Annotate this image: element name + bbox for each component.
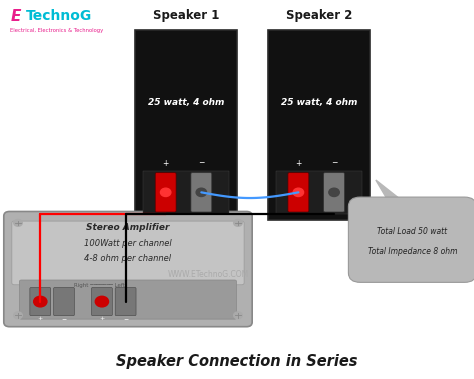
- Circle shape: [293, 188, 303, 197]
- Text: Speaker Connection in Series: Speaker Connection in Series: [116, 354, 358, 370]
- Text: Total Impedance 8 ohm: Total Impedance 8 ohm: [368, 247, 457, 256]
- FancyBboxPatch shape: [288, 173, 309, 212]
- Text: Right ─────── Left: Right ─────── Left: [74, 283, 125, 288]
- Text: Electrical, Electronics & Technology: Electrical, Electronics & Technology: [10, 28, 104, 33]
- Text: −: −: [331, 158, 337, 168]
- Text: −: −: [123, 316, 128, 321]
- Circle shape: [196, 188, 207, 197]
- FancyBboxPatch shape: [19, 280, 237, 319]
- FancyBboxPatch shape: [91, 287, 112, 316]
- FancyBboxPatch shape: [115, 287, 136, 316]
- Circle shape: [234, 219, 242, 226]
- Text: TechnoG: TechnoG: [26, 9, 92, 23]
- FancyBboxPatch shape: [276, 171, 362, 214]
- Text: Speaker 2: Speaker 2: [285, 9, 352, 22]
- Text: 25 watt, 4 ohm: 25 watt, 4 ohm: [148, 98, 224, 107]
- FancyBboxPatch shape: [12, 221, 244, 285]
- Text: −: −: [61, 316, 67, 321]
- Circle shape: [160, 188, 171, 197]
- FancyBboxPatch shape: [268, 30, 370, 220]
- Text: +: +: [163, 158, 169, 168]
- Text: 4-8 ohm per channel: 4-8 ohm per channel: [84, 254, 172, 263]
- FancyBboxPatch shape: [143, 171, 229, 214]
- Circle shape: [14, 219, 22, 226]
- Text: Speaker 1: Speaker 1: [153, 9, 219, 22]
- Text: 100Watt per channel: 100Watt per channel: [84, 239, 172, 248]
- FancyBboxPatch shape: [30, 287, 51, 316]
- Text: WWW.ETechnoG.COM: WWW.ETechnoG.COM: [168, 270, 249, 279]
- FancyBboxPatch shape: [54, 287, 74, 316]
- FancyBboxPatch shape: [348, 197, 474, 282]
- Circle shape: [34, 296, 47, 307]
- Circle shape: [234, 312, 242, 319]
- Text: 25 watt, 4 ohm: 25 watt, 4 ohm: [281, 98, 357, 107]
- Text: −: −: [198, 158, 204, 168]
- FancyBboxPatch shape: [155, 173, 176, 212]
- Text: Total Load 50 watt: Total Load 50 watt: [377, 227, 447, 236]
- FancyBboxPatch shape: [4, 211, 252, 327]
- Circle shape: [95, 296, 109, 307]
- Text: E: E: [10, 9, 21, 25]
- Text: +: +: [37, 316, 43, 321]
- Circle shape: [329, 188, 339, 197]
- FancyBboxPatch shape: [324, 173, 345, 212]
- Polygon shape: [376, 180, 407, 207]
- Text: +: +: [295, 158, 301, 168]
- Circle shape: [119, 296, 132, 307]
- Circle shape: [14, 312, 22, 319]
- Text: Stereo Amplifier: Stereo Amplifier: [86, 223, 170, 232]
- FancyBboxPatch shape: [135, 30, 237, 220]
- Circle shape: [57, 296, 71, 307]
- FancyBboxPatch shape: [191, 173, 212, 212]
- Text: +: +: [99, 316, 105, 321]
